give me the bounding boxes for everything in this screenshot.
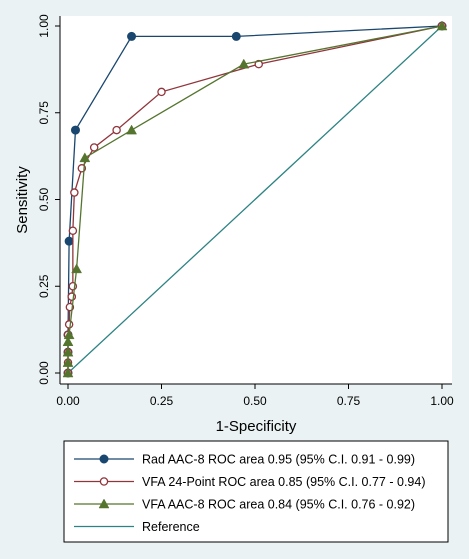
x-axis-ticks: 0.00 0.25 0.50 0.75 1.00 [56, 384, 454, 408]
y-tick-label: 0.25 [37, 274, 51, 298]
legend-label: Rad AAC-8 ROC area 0.95 (95% C.I. 0.91 -… [142, 453, 415, 467]
data-point-marker [62, 346, 74, 357]
x-tick-label: 0.50 [243, 394, 267, 408]
series-4 [67, 25, 443, 374]
x-tick-label: 0.75 [337, 394, 361, 408]
data-point-marker [79, 152, 91, 163]
data-point-marker [62, 367, 74, 378]
data-point-marker [62, 336, 74, 347]
x-axis-title: 1-Specificity [216, 418, 297, 435]
x-tick-label: 1.00 [430, 394, 454, 408]
legend-items: Rad AAC-8 ROC area 0.95 (95% C.I. 0.91 -… [74, 453, 425, 534]
legend-label: Reference [142, 520, 200, 534]
data-point-marker [64, 236, 74, 246]
legend: Rad AAC-8 ROC area 0.95 (95% C.I. 0.91 -… [63, 440, 449, 543]
data-point-marker [126, 124, 138, 135]
data-point-marker [99, 454, 109, 464]
data-point-marker [62, 357, 74, 367]
y-tick-label: 0.00 [37, 361, 51, 385]
x-tick-label: 0.25 [150, 394, 174, 408]
data-point-marker [231, 31, 241, 41]
y-tick-label: 1.00 [37, 14, 51, 38]
legend-item: Rad AAC-8 ROC area 0.95 (95% C.I. 0.91 -… [74, 453, 415, 467]
series-line [67, 25, 443, 374]
y-tick-label: 0.75 [37, 101, 51, 125]
legend-label: VFA 24-Point ROC area 0.85 (95% C.I. 0.7… [142, 475, 425, 489]
data-point-marker [70, 125, 80, 135]
legend-item: VFA 24-Point ROC area 0.85 (95% C.I. 0.7… [74, 475, 425, 489]
data-point-marker [64, 320, 74, 329]
data-point-marker [71, 263, 83, 274]
data-point-marker [238, 58, 250, 69]
y-axis-title: Sensitivity [14, 166, 31, 234]
x-tick-label: 0.00 [56, 394, 80, 408]
data-point-marker [89, 143, 99, 152]
data-point-marker [98, 498, 110, 509]
data-point-marker [99, 477, 109, 486]
data-point-marker [157, 87, 166, 97]
legend-label: VFA AAC-8 ROC area 0.84 (95% C.I. 0.76 -… [142, 498, 415, 512]
data-point-marker [254, 59, 263, 69]
legend-item: Reference [74, 520, 200, 534]
data-point-marker [68, 226, 78, 235]
y-axis-ticks: 0.00 0.25 0.50 0.75 1.00 [37, 14, 60, 385]
legend-box [63, 440, 449, 543]
data-point-marker [112, 125, 121, 135]
series-layer [62, 20, 448, 378]
series-3 [62, 20, 448, 378]
data-point-marker [436, 20, 448, 31]
legend-item: VFA AAC-8 ROC area 0.84 (95% C.I. 0.76 -… [74, 498, 415, 512]
y-tick-label: 0.50 [37, 187, 51, 211]
data-point-marker [63, 329, 75, 340]
data-point-marker [127, 31, 137, 41]
data-point-marker [70, 188, 79, 197]
